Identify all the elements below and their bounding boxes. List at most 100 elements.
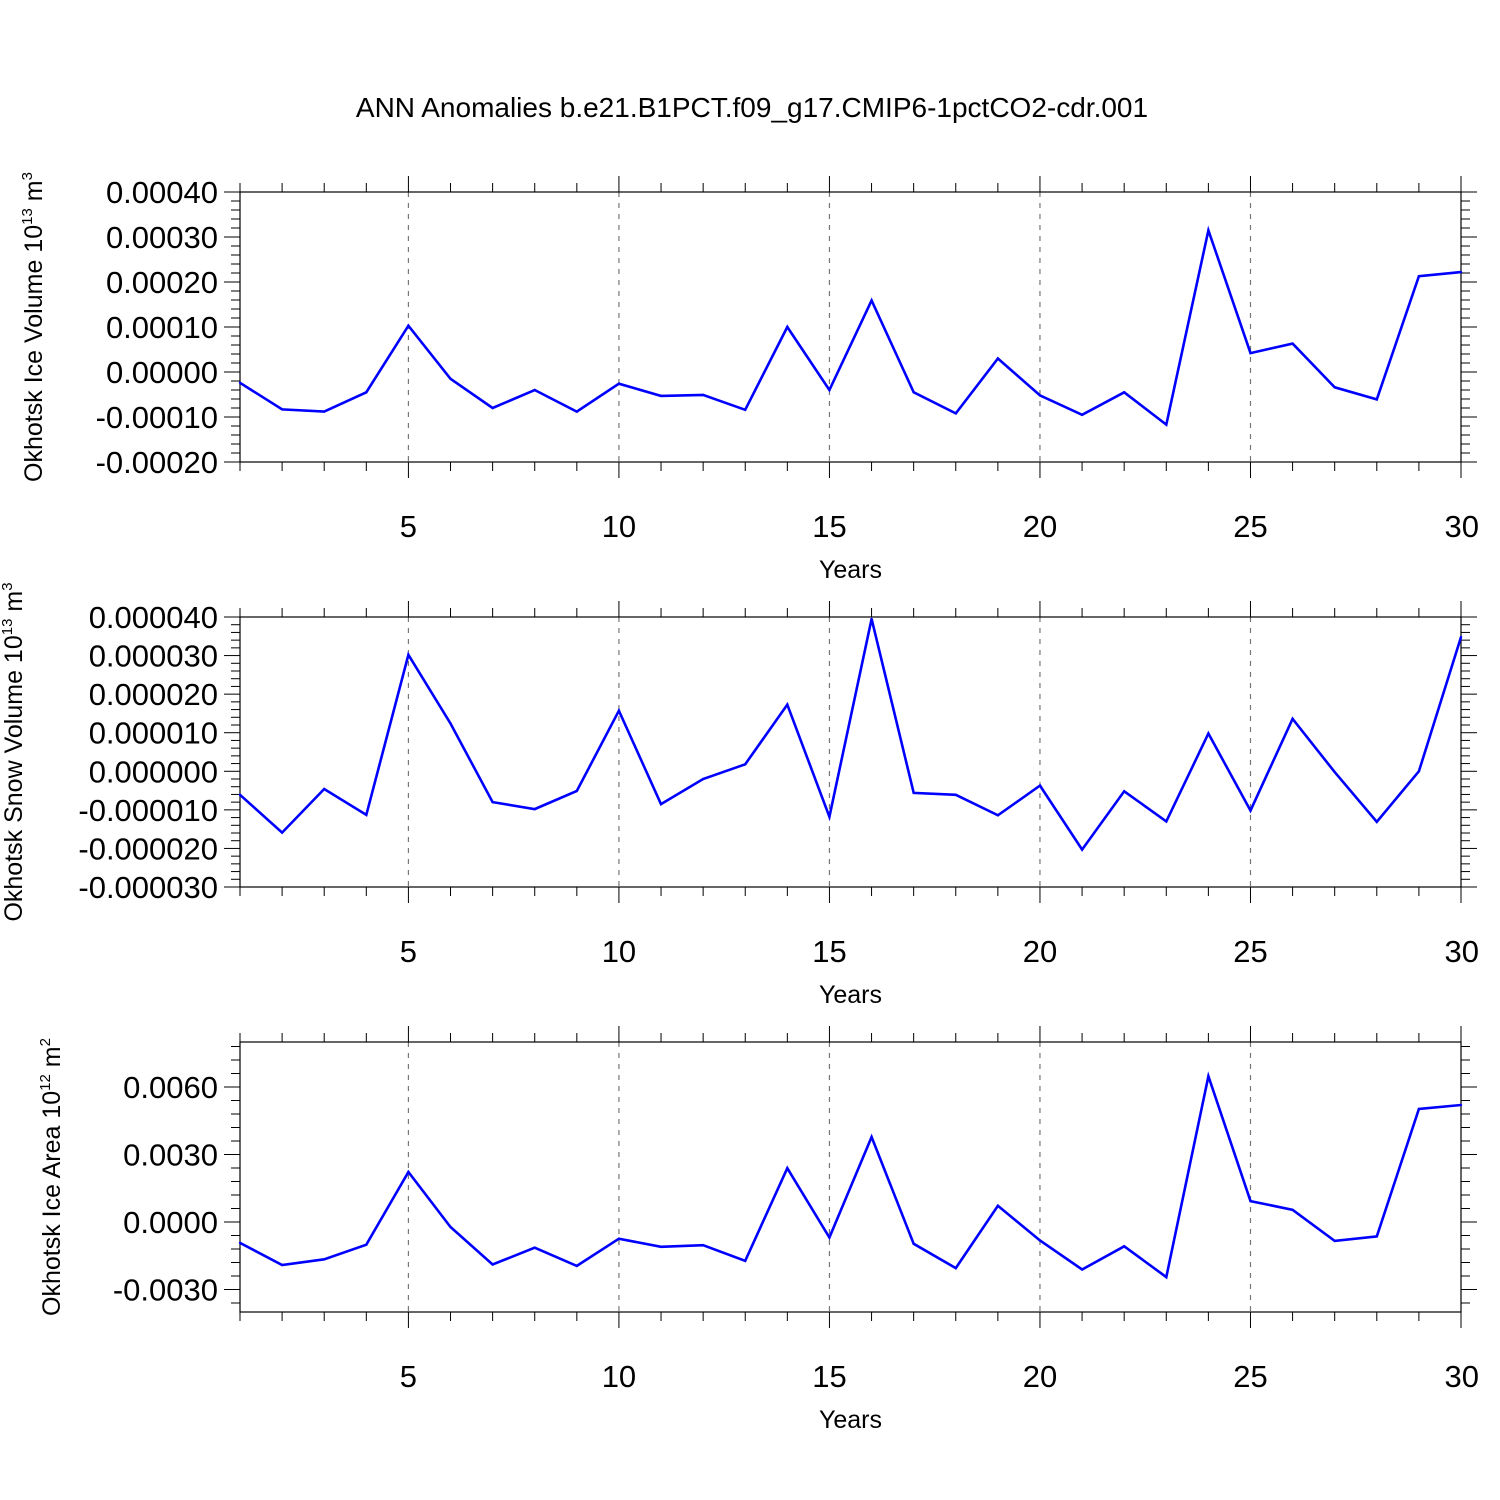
- data-point: [659, 394, 663, 398]
- data-point: [1375, 398, 1378, 401]
- data-point: [1249, 1199, 1252, 1203]
- y-tick-label: 0.00010: [106, 310, 218, 345]
- data-point: [828, 815, 831, 818]
- data-point: [1207, 229, 1210, 232]
- data-point: [1080, 848, 1084, 851]
- data-point: [828, 388, 831, 392]
- data-point: [1122, 790, 1126, 793]
- data-point: [1122, 391, 1126, 394]
- data-point: [1038, 394, 1042, 397]
- panel-2: -0.000030-0.000020-0.0000100.0000000.000…: [0, 582, 1479, 1009]
- data-point: [449, 377, 452, 380]
- data-point: [1333, 386, 1336, 389]
- data-point: [912, 1242, 915, 1246]
- data-point: [238, 793, 242, 797]
- data-point: [954, 1266, 957, 1270]
- data-point: [365, 813, 368, 817]
- series-line: [239, 618, 1463, 852]
- data-point: [1291, 1208, 1294, 1212]
- y-tick-label: 0.00030: [106, 220, 218, 255]
- y-axis-label: Okhotsk Ice Volume 1013 m3: [19, 172, 48, 482]
- data-point: [1165, 820, 1168, 823]
- y-tick-label: -0.0030: [113, 1273, 218, 1308]
- data-point: [575, 410, 579, 413]
- data-point: [870, 617, 873, 621]
- data-point: [1417, 1107, 1421, 1111]
- data-point: [1122, 1245, 1126, 1248]
- x-tick-label: 30: [1445, 509, 1479, 544]
- series-line: [239, 1071, 1462, 1280]
- x-tick-label: 30: [1445, 934, 1479, 969]
- y-tick-label: 0.0060: [123, 1070, 218, 1105]
- data-point: [407, 1170, 410, 1174]
- data-point: [1207, 1075, 1210, 1078]
- data-point: [491, 1263, 494, 1266]
- data-point: [323, 1258, 326, 1261]
- x-tick-label: 15: [812, 509, 846, 544]
- data-point: [870, 1135, 873, 1139]
- data-point: [449, 722, 452, 725]
- data-point: [701, 1243, 705, 1247]
- data-point: [575, 1264, 579, 1268]
- data-point: [1038, 1239, 1042, 1242]
- data-point: [365, 1243, 368, 1246]
- data-point: [491, 406, 494, 410]
- data-point: [1165, 1275, 1168, 1279]
- x-axis-label: Years: [819, 556, 882, 584]
- x-tick-label: 25: [1233, 1359, 1267, 1394]
- y-tick-label: 0.0000: [123, 1205, 218, 1240]
- panel-3: -0.0030 0.0000 0.0030 0.0060 5 10 15 20 25 30 Year…: [37, 1026, 1479, 1434]
- data-point: [701, 393, 705, 397]
- plot-frame: [239, 1041, 1462, 1313]
- plot-frame: [239, 191, 1462, 463]
- data-point: [617, 1237, 621, 1240]
- data-point: [786, 703, 789, 706]
- data-point: [912, 391, 915, 394]
- y-tick-label: 0.000020: [89, 677, 218, 712]
- data-point: [1165, 423, 1168, 426]
- data-point: [744, 408, 747, 411]
- data-point: [954, 412, 957, 415]
- y-tick-label: -0.000020: [78, 831, 218, 866]
- x-tick-label: 10: [602, 934, 636, 969]
- data-point: [280, 831, 284, 834]
- data-point: [1417, 274, 1421, 278]
- data-point: [533, 807, 536, 811]
- data-point: [1249, 351, 1252, 355]
- y-tick-label: 0.00000: [106, 355, 218, 390]
- x-tick-label: 25: [1233, 934, 1267, 969]
- data-point: [407, 653, 410, 656]
- y-tick-label: -0.00010: [96, 400, 218, 435]
- data-point: [1291, 717, 1294, 721]
- data-point: [1333, 770, 1336, 774]
- data-point: [280, 1263, 284, 1267]
- data-point: [1459, 635, 1463, 639]
- data-point: [1417, 770, 1421, 773]
- data-point: [828, 1236, 831, 1239]
- data-point: [744, 1259, 747, 1263]
- plot-frame: [239, 616, 1462, 888]
- data-point: [238, 1241, 242, 1245]
- data-point: [744, 763, 747, 766]
- data-point: [1249, 809, 1252, 812]
- data-point: [659, 802, 663, 806]
- data-point: [238, 381, 242, 384]
- data-point: [407, 324, 410, 327]
- x-axis-label: Years: [819, 981, 882, 1009]
- data-point: [1080, 413, 1084, 416]
- chart-title: ANN Anomalies b.e21.B1PCT.f09_g17.CMIP6-…: [356, 92, 1148, 123]
- data-point: [1080, 1268, 1084, 1271]
- data-point: [533, 1246, 536, 1249]
- data-point: [1459, 1103, 1463, 1107]
- data-point: [996, 357, 1000, 360]
- y-tick-label: 0.0030: [123, 1138, 218, 1173]
- data-point: [365, 391, 368, 394]
- data-point: [323, 410, 326, 413]
- x-tick-label: 10: [602, 1359, 636, 1394]
- y-tick-label: 0.000010: [89, 716, 218, 751]
- series-line: [239, 225, 1462, 427]
- y-axis-label: Okhotsk Snow Volume 1013 m3: [0, 582, 28, 921]
- y-tick-label: 0.00020: [106, 265, 218, 300]
- x-tick-label: 25: [1233, 509, 1267, 544]
